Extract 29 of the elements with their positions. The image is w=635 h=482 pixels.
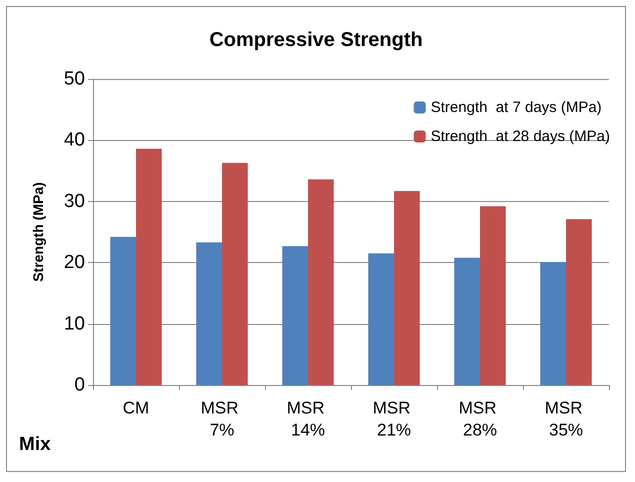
x-tick-label: MSR 28% — [458, 398, 502, 440]
y-tick-label: 10 — [64, 313, 85, 334]
bar — [308, 179, 334, 385]
chart-title: Compressive Strength — [209, 29, 423, 51]
x-tick-label: MSR 7% — [200, 398, 244, 440]
bar — [454, 258, 480, 385]
bar — [368, 253, 394, 385]
bar — [480, 206, 506, 385]
y-tick-label: 50 — [64, 68, 85, 90]
x-tick-label: CM — [122, 398, 150, 418]
legend-label: Strength at 7 days (MPa) — [430, 99, 602, 116]
legend-label: Strength at 28 days (MPa) — [430, 128, 610, 145]
bar — [566, 219, 592, 385]
bar — [196, 242, 222, 385]
x-tick-label: MSR 35% — [544, 398, 588, 440]
y-tick-label: 0 — [74, 374, 85, 396]
bar — [540, 262, 566, 385]
y-tick-label: 20 — [64, 252, 85, 274]
bar — [136, 148, 162, 385]
bar — [222, 162, 248, 385]
y-tick-label: 30 — [64, 190, 85, 212]
x-tick-label: MSR 14% — [286, 398, 330, 440]
x-axis-title: Mix — [19, 434, 52, 455]
bar — [282, 246, 308, 385]
bar — [394, 190, 420, 385]
y-tick-label: 40 — [64, 130, 85, 151]
x-tick-label: MSR 21% — [372, 398, 416, 440]
y-axis-title: Strength (MPa) — [30, 182, 46, 282]
bar — [110, 236, 136, 385]
